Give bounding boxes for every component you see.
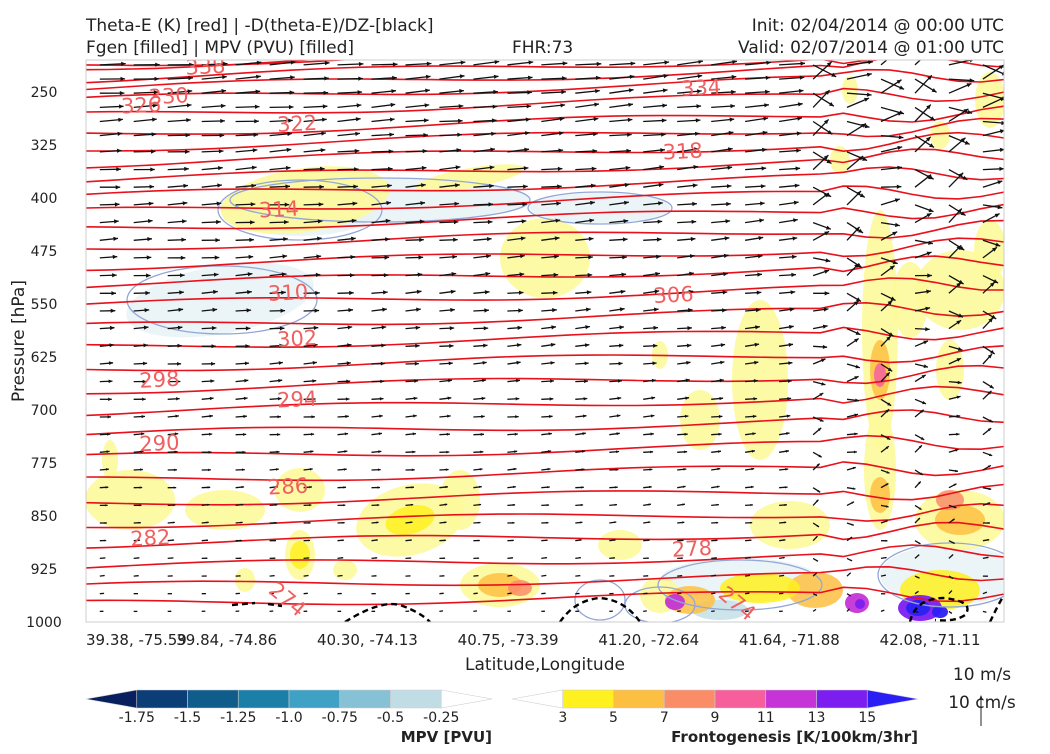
init-time: Init: 02/04/2014 @ 00:00 UTC [752,16,1004,36]
frontogenesis-strong-region [932,606,948,618]
fgen-colorbar-segment [563,690,614,708]
theta-e-label: 282 [130,525,171,551]
mpv-colorbar-segment [441,690,492,708]
fgen-colorbar-tick: 11 [757,710,775,726]
frontogenesis-moderate-region [290,541,310,569]
mpv-colorbar: -1.75 -1.5 -1.25 -1.0 -0.75 -0.5 -0.25 [86,690,492,726]
frontogenesis-weak-region [333,560,357,580]
fgen-colorbar-tick: 15 [858,710,876,726]
fgen-colorbar-segment [614,690,665,708]
x-tick-label: 39.84, -74.86 [176,631,277,649]
chart-title-line1: Theta-E (K) [red] | -D(theta-E)/DZ-[blac… [85,16,434,36]
wind-key-horizontal: 10 m/s [953,665,1011,685]
y-tick-label: 925 [31,562,58,578]
theta-e-label: 306 [653,282,694,308]
theta-e-label: 326 [121,92,162,118]
x-tick-label: 40.75, -73.39 [458,631,559,649]
theta-e-label: 310 [267,280,308,306]
frontogenesis-strong-region [855,599,865,609]
y-tick-label: 400 [31,191,58,207]
mpv-colorbar-segment [391,690,442,708]
y-tick-label: 475 [31,244,58,260]
mpv-colorbar-segment [137,690,188,708]
fgen-colorbar-segment [715,690,766,708]
y-tick-label: 250 [31,85,58,101]
mpv-colorbar-tick: -1.0 [275,710,302,726]
theta-e-label: 318 [662,138,703,164]
y-axis-label: Pressure [hPa] [9,280,29,402]
mpv-colorbar-segment [188,690,239,708]
frontogenesis-weak-region [440,470,480,530]
theta-e-label: 298 [139,367,180,393]
frontogenesis-weak-region [598,530,642,560]
y-tick-label: 1000 [26,615,62,631]
valid-time: Valid: 02/07/2014 @ 01:00 UTC [738,38,1004,58]
frontogenesis-moderate-region [870,477,890,513]
frontogenesis-weak-region [974,220,1006,280]
fgen-colorbar-label: Frontogenesis [K/100km/3hr] [671,728,918,746]
y-tick-label: 325 [31,138,58,154]
x-tick-label: 39.38, -75.59 [86,631,187,649]
fgen-colorbar-tick: 9 [711,710,720,726]
wind-key: 10 m/s 10 cm/s [948,665,1016,726]
y-tick-label: 550 [31,297,58,313]
wind-key-vertical: 10 cm/s [948,693,1016,713]
y-tick-label: 775 [31,456,58,472]
y-tick-label: 700 [31,403,58,419]
y-tick-label: 850 [31,509,58,525]
y-axis-ticks: 250 325 400 475 550 625 700 775 850 925 1000 [26,85,62,631]
mpv-colorbar-segment [238,690,289,708]
fgen-colorbar-segment [664,690,715,708]
theta-e-label: 322 [277,111,318,137]
theta-e-label: 286 [267,474,308,500]
frontogenesis-strong-region [906,600,930,616]
fgen-colorbar-segment [867,690,918,708]
frontogenesis-weak-region [85,470,175,530]
theta-e-label: 294 [277,387,318,413]
x-tick-label: 41.20, -72.64 [598,631,699,649]
frontogenesis-weak-region [750,501,830,549]
forecast-hour: FHR:73 [512,38,573,58]
mpv-colorbar-tick: -1.75 [119,710,155,726]
theta-e-label: 290 [139,430,180,456]
fgen-colorbar-tick: 5 [609,710,618,726]
fgen-colorbar-segment [817,690,868,708]
chart-title-line2: Fgen [filled] | MPV (PVU) [filled] [86,38,354,58]
mpv-colorbar-tick: -0.5 [377,710,404,726]
fgen-colorbar-segment [766,690,817,708]
theta-e-label: 278 [671,536,712,562]
theta-e-label: 314 [258,196,299,222]
mpv-colorbar-segment [289,690,340,708]
fgen-colorbar-tick: 7 [660,710,669,726]
mpv-colorbar-tick: -0.25 [423,710,459,726]
mpv-colorbar-label: MPV [PVU] [401,728,492,746]
x-tick-label: 41.64, -71.88 [739,631,840,649]
y-tick-label: 625 [31,350,58,366]
mpv-colorbar-segment [340,690,391,708]
mpv-colorbar-tick: -0.75 [322,710,358,726]
theta-e-label: 334 [681,75,722,101]
x-tick-label: 40.30, -74.13 [317,631,418,649]
fgen-colorbar-tick: 3 [558,710,567,726]
fgen-colorbar-tick: 13 [808,710,826,726]
mpv-colorbar-tick: -1.5 [174,710,201,726]
fgen-colorbar-segment [512,690,563,708]
frontogenesis-weak-region [235,568,255,592]
frontogenesis-moderate-region [935,505,985,535]
mpv-colorbar-tick: -1.25 [220,710,256,726]
mpv-colorbar-segment [86,690,137,708]
x-axis-label: Latitude,Longitude [465,655,625,675]
frontogenesis-weak-region [102,440,118,480]
frontogenesis-colorbar: 3 5 7 9 11 13 15 [512,690,918,726]
theta-e-label: 302 [277,326,318,352]
x-tick-label: 42.08, -71.11 [880,631,981,649]
